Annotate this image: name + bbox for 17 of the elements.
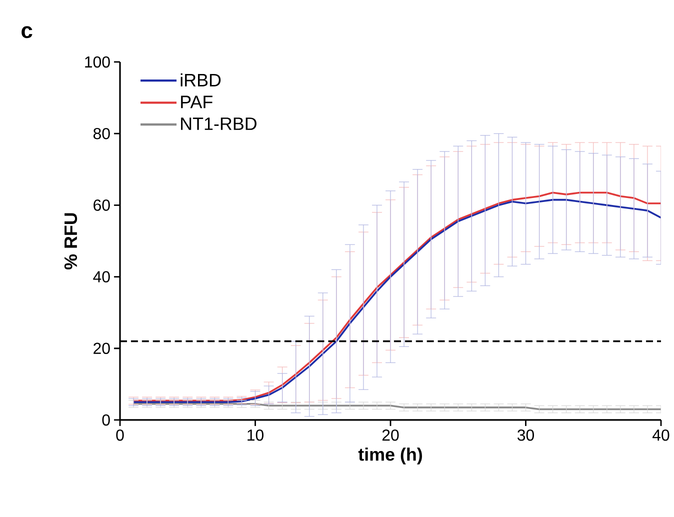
legend-label: NT1-RBD <box>181 118 256 130</box>
y-tick-label: 80 <box>93 128 110 140</box>
legend-label: iRBD <box>180 73 221 86</box>
y-tick-label: 60 <box>94 200 110 211</box>
x-axis-title: time (h) <box>358 448 422 464</box>
y-tick-label: 0 <box>102 414 110 426</box>
y-tick-label: 40 <box>93 271 110 282</box>
legend-label: PAF <box>181 96 212 108</box>
x-tick-label: 0 <box>116 429 124 441</box>
y-tick-label: 20 <box>94 342 110 354</box>
chart-title: c <box>22 26 32 38</box>
x-tick-label: 20 <box>382 429 399 441</box>
x-tick-label: 10 <box>248 429 264 441</box>
y-tick-label: 100 <box>85 56 110 68</box>
x-tick-label: 30 <box>518 429 534 441</box>
x-tick-label: 40 <box>652 429 670 441</box>
y-axis-title: % RFU <box>64 213 78 270</box>
